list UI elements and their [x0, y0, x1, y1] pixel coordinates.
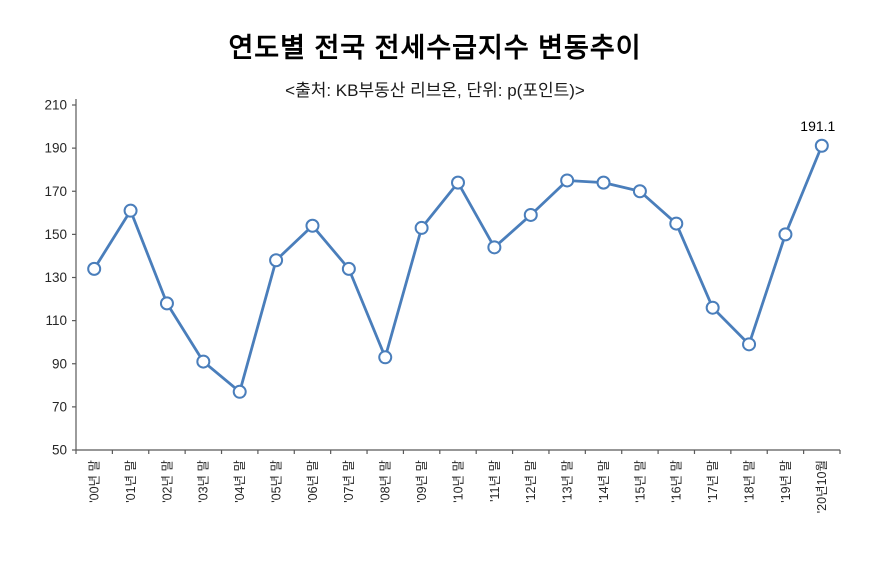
data-point-marker [196, 354, 211, 369]
y-tick-label: 190 [44, 141, 67, 156]
x-tick-label: '10년 말 [451, 460, 465, 503]
y-tick-label: 110 [45, 313, 67, 328]
x-tick-label: '16년 말 [670, 460, 684, 503]
data-point-marker [596, 175, 611, 190]
last-point-data-label: 191.1 [800, 118, 835, 134]
x-tick-label: '04년 말 [233, 460, 247, 503]
x-tick-label: '05년 말 [269, 460, 283, 503]
x-tick-label: '01년 말 [124, 460, 138, 503]
chart-title: 연도별 전국 전세수급지수 변동추이 [228, 33, 642, 63]
y-tick-label: 170 [44, 184, 67, 199]
x-tick-label: '15년 말 [633, 460, 647, 503]
chart-subtitle: <출처: KB부동산 리브온, 단위: p(포인트)> [285, 81, 585, 100]
x-tick-label: '11년 말 [488, 460, 502, 502]
y-tick-label: 130 [44, 270, 67, 285]
data-point-marker [487, 240, 502, 255]
data-point-marker [742, 337, 757, 352]
data-point-marker [341, 261, 356, 276]
data-point-marker [269, 253, 284, 268]
x-tick-label: '07년 말 [342, 460, 356, 503]
data-point-marker [159, 296, 174, 311]
x-tick-label: '19년 말 [779, 460, 793, 503]
x-tick-label: '17년 말 [706, 460, 720, 503]
x-tick-label: '00년 말 [88, 460, 102, 503]
data-point-marker [123, 203, 138, 218]
x-tick-label: '02년 말 [160, 460, 174, 503]
data-point-marker [669, 216, 684, 231]
x-tick-label: '13년 말 [561, 460, 575, 503]
data-point-marker [523, 207, 538, 222]
y-tick-label: 90 [52, 356, 67, 371]
data-point-marker [414, 220, 429, 235]
data-point-marker [305, 218, 320, 233]
y-tick-label: 210 [44, 98, 67, 113]
y-tick-label: 70 [52, 399, 67, 414]
x-tick-label: '09년 말 [415, 460, 429, 503]
data-point-marker [232, 384, 247, 399]
x-tick-label: '14년 말 [597, 460, 611, 503]
data-point-marker [814, 138, 829, 153]
data-point-marker [378, 350, 393, 365]
y-tick-label: 50 [52, 443, 67, 458]
x-tick-label: '03년 말 [197, 460, 211, 503]
data-point-marker [705, 300, 720, 315]
data-point-marker [560, 173, 575, 188]
data-point-marker [778, 227, 793, 242]
x-tick-label: '12년 말 [524, 460, 538, 503]
x-tick-label: '08년 말 [379, 460, 393, 503]
data-point-marker [451, 175, 465, 190]
y-tick-label: 150 [44, 227, 67, 242]
x-tick-label: '06년 말 [306, 460, 320, 503]
data-point-marker [632, 184, 647, 199]
x-tick-label: '18년 말 [742, 460, 756, 503]
data-point-marker [87, 261, 102, 276]
x-tick-label: '20년10월 [815, 460, 829, 513]
